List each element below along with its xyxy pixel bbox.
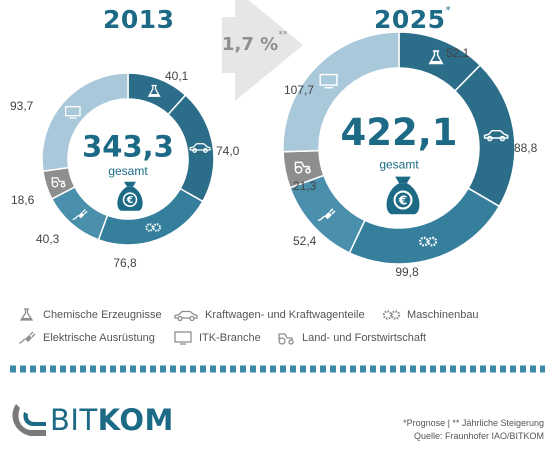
data-label: 40,1 [165,69,189,83]
footnote-prognose: *Prognose | ** Jährliche Steigerung [403,418,544,428]
svg-text:€: € [398,193,408,207]
plug-icon [17,331,37,345]
bitkom-swirl-logo [12,404,46,436]
total-value: 343,3 [82,130,174,164]
donut-chart-2025: 52,1 88,8 99,8 52,4 21,3 107,7 422,1 gesamt € [282,31,538,279]
donut-segment-1 [167,94,215,203]
data-label: 18,6 [11,193,35,207]
tractor-icon [276,331,296,345]
flask-icon [147,84,161,97]
gears-icon [418,236,438,247]
data-label: 74,0 [216,144,240,158]
total-caption: gesamt [379,157,419,171]
monitor-icon [64,106,81,119]
total-caption: gesamt [108,164,148,178]
legend-label: Elektrische Ausrüstung [43,332,155,344]
car-icon [189,143,211,153]
car-icon [173,308,199,322]
plug-icon [72,208,88,220]
legend-item-maschinenbau: Maschinenbau [381,308,479,322]
legend-label: Land- und Forstwirtschaft [302,332,427,344]
money-bag-icon: € [386,176,420,215]
data-label: 107,7 [284,83,314,97]
flask-icon [428,50,444,65]
data-label: 52,1 [446,46,470,60]
tractor-icon [294,161,311,174]
legend-label: Kraftwagen- und Kraftwagenteile [205,309,365,321]
year-title-2013: 2013 [103,5,175,34]
brand-name: BITKOM [50,403,174,437]
svg-text:€: € [126,195,134,206]
data-label: 76,8 [113,256,137,270]
legend-item-landwirtschaft: Land- und Forstwirtschaft [276,331,426,345]
total-value: 422,1 [340,111,457,154]
data-label: 40,3 [36,232,60,246]
donut-segment-5 [41,72,129,173]
year-title-2025: 2025* [374,5,451,34]
bitkom-logo: BITKOM [10,398,174,442]
data-label: 93,7 [10,99,34,113]
car-icon [483,129,509,142]
tractor-icon [51,177,66,188]
growth-marker: ** [278,30,288,40]
year-2025-text: 2025 [374,5,446,34]
monitor-icon [319,73,338,89]
data-label: 52,4 [293,234,317,248]
legend-item-elektrisch: Elektrische Ausrüstung [17,331,155,345]
data-label: 21,3 [293,179,317,193]
plug-icon [318,208,336,222]
footnote-source: Quelle: Fraunhofer IAO/BITKOM [413,431,544,441]
monitor-icon [173,331,193,345]
dashed-divider [10,365,545,373]
legend-label: Chemische Erzeugnisse [43,309,162,321]
donut-segment-2 [97,187,204,246]
legend-label: ITK-Branche [199,332,261,344]
legend-item-itk: ITK-Branche [173,331,261,345]
data-label: 99,8 [395,265,419,279]
donut-segment-2 [348,187,501,265]
brand-light: BIT [50,403,98,437]
flask-icon [17,308,37,322]
brand-bold: KOM [97,403,174,437]
growth-label: 1,7 %** [222,30,287,55]
forecast-marker: * [445,4,452,16]
money-bag-icon: € [117,181,143,211]
legend-label: Maschinenbau [407,309,479,321]
gears-icon [381,308,401,322]
year-2013-text: 2013 [103,5,175,34]
legend-item-chemie: Chemische Erzeugnisse [17,308,162,322]
legend-item-kraftwagen: Kraftwagen- und Kraftwagenteile [173,308,365,322]
data-label: 88,8 [514,141,538,155]
growth-value: 1,7 % [222,34,279,55]
